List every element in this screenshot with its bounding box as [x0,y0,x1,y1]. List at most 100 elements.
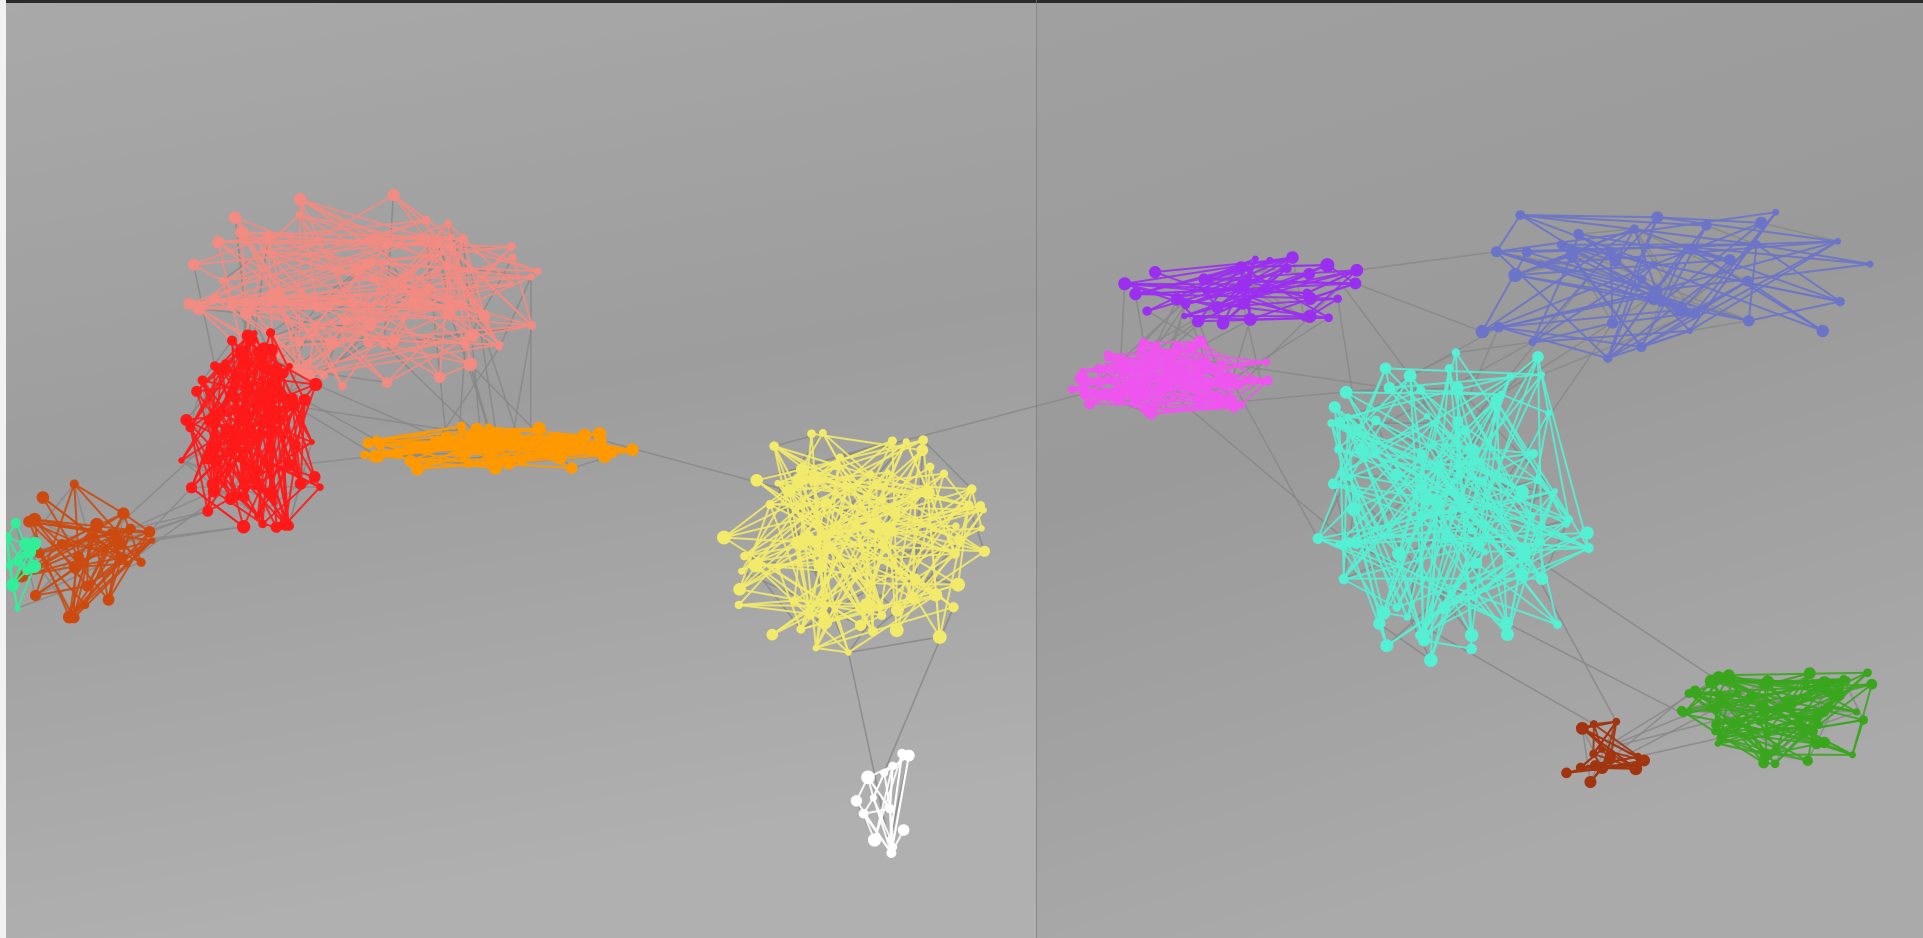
node[interactable] [250,465,263,478]
node[interactable] [259,247,267,255]
node[interactable] [1379,531,1387,540]
node[interactable] [256,388,267,399]
node[interactable] [6,578,20,592]
node[interactable] [734,600,744,610]
node[interactable] [1818,736,1831,749]
node[interactable] [464,460,473,469]
node[interactable] [906,592,919,604]
node[interactable] [1198,273,1210,285]
node[interactable] [1214,398,1225,409]
node[interactable] [409,292,422,306]
node[interactable] [1218,359,1227,368]
node[interactable] [492,448,500,455]
node[interactable] [1145,350,1155,359]
node[interactable] [191,385,203,397]
node[interactable] [382,239,393,250]
node[interactable] [1067,385,1077,394]
node[interactable] [1842,676,1851,685]
node[interactable] [1091,389,1102,400]
node[interactable] [259,430,269,439]
node[interactable] [774,479,782,487]
node[interactable] [14,604,21,612]
node[interactable] [1609,255,1622,267]
node[interactable] [1714,692,1722,700]
node[interactable] [1339,385,1353,399]
node[interactable] [774,563,782,571]
node[interactable] [952,522,960,530]
node[interactable] [209,294,220,304]
node[interactable] [1561,767,1572,779]
node[interactable] [885,803,895,814]
node[interactable] [1237,297,1250,310]
node[interactable] [1532,351,1544,363]
node[interactable] [859,598,873,612]
node[interactable] [501,456,516,470]
node[interactable] [1852,708,1861,716]
node[interactable] [1416,385,1426,395]
node[interactable] [880,768,889,777]
node[interactable] [877,495,887,504]
node[interactable] [1794,713,1805,724]
node[interactable] [1603,353,1613,363]
node[interactable] [1350,536,1363,549]
node[interactable] [895,567,904,576]
node[interactable] [252,482,260,491]
node[interactable] [1528,448,1539,459]
node[interactable] [252,345,267,360]
node[interactable] [294,477,307,490]
node[interactable] [1228,373,1237,381]
node[interactable] [1344,413,1352,420]
node[interactable] [1286,251,1299,264]
cluster-orange[interactable] [360,421,639,476]
node[interactable] [854,619,867,631]
node[interactable] [539,435,547,444]
node[interactable] [1802,755,1813,767]
node[interactable] [238,481,248,491]
node[interactable] [1755,700,1768,713]
node[interactable] [1500,627,1514,641]
node[interactable] [877,610,887,621]
node[interactable] [465,328,480,342]
node[interactable] [272,414,284,425]
node[interactable] [782,484,796,498]
node[interactable] [850,795,863,807]
node[interactable] [458,233,468,243]
node[interactable] [379,339,389,349]
node[interactable] [963,500,974,511]
node[interactable] [283,458,296,471]
node[interactable] [1556,239,1567,250]
node[interactable] [1533,476,1542,485]
node[interactable] [1452,416,1464,428]
node[interactable] [885,529,894,538]
node[interactable] [842,482,852,491]
node[interactable] [1711,703,1721,713]
node[interactable] [429,436,443,449]
node[interactable] [845,649,852,656]
node[interactable] [1303,309,1317,323]
node[interactable] [818,428,827,437]
node[interactable] [392,449,403,460]
node[interactable] [1770,759,1780,769]
node[interactable] [888,761,897,771]
node[interactable] [1684,688,1694,699]
node[interactable] [858,808,869,819]
node[interactable] [259,456,270,467]
node[interactable] [178,457,185,464]
node[interactable] [566,462,578,474]
node[interactable] [1104,353,1113,362]
node[interactable] [1553,620,1562,630]
node[interactable] [27,512,42,527]
node[interactable] [1711,719,1722,730]
node[interactable] [1335,540,1343,548]
node[interactable] [69,479,79,489]
cluster-yellow[interactable] [717,428,990,656]
node[interactable] [1831,687,1845,702]
cluster-salmon[interactable] [183,188,542,391]
node[interactable] [1752,240,1761,249]
node[interactable] [1612,717,1621,726]
node[interactable] [1266,256,1274,265]
node[interactable] [310,322,319,331]
node[interactable] [1350,263,1364,277]
node[interactable] [183,297,196,310]
node[interactable] [1333,416,1346,429]
